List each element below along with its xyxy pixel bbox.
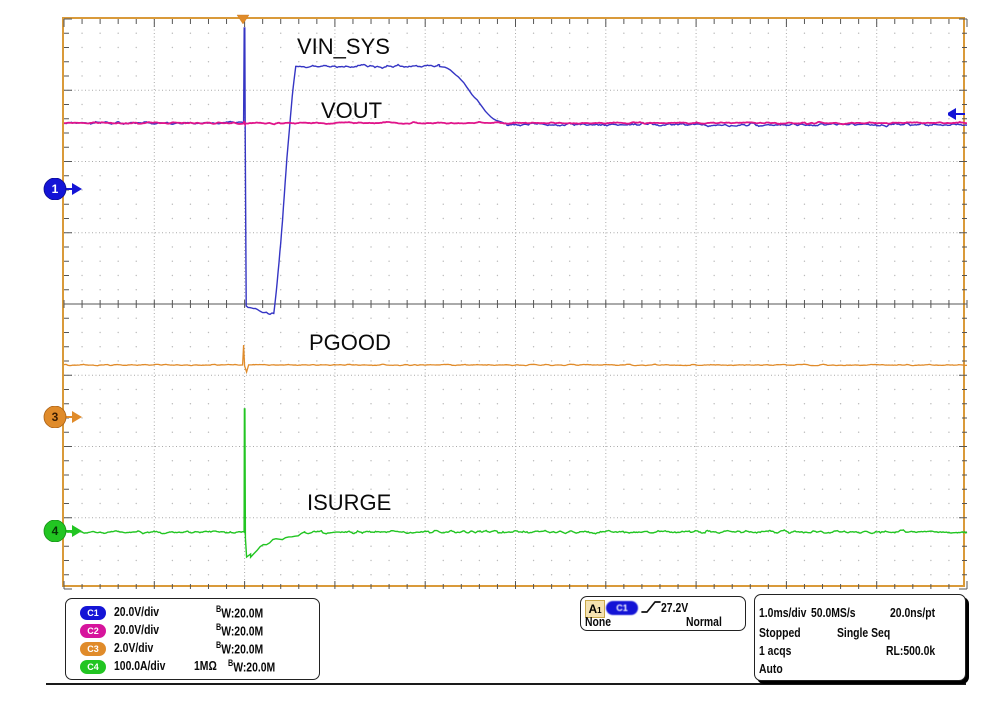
svg-text:4: 4 bbox=[52, 524, 59, 538]
svg-text:1: 1 bbox=[52, 182, 59, 196]
svg-text:3: 3 bbox=[52, 410, 59, 424]
